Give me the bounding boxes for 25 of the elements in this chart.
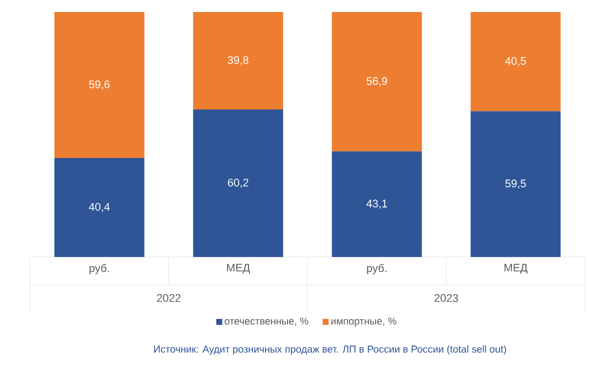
text: Источник: Аудит розничных продаж вет. ЛП в России в России (total sell out) xyxy=(154,345,506,355)
x-tick-label: МЕД xyxy=(227,264,250,274)
data-label: 40,5 xyxy=(505,57,526,66)
bar xyxy=(54,12,144,158)
bar xyxy=(332,151,422,257)
legend-label: отечественные, % xyxy=(224,318,308,326)
text: 2022 xyxy=(157,294,180,302)
bar xyxy=(470,111,561,257)
data-label: 39,8 xyxy=(228,56,248,66)
data-label: 56,9 xyxy=(366,77,388,86)
x-tick-label: руб. xyxy=(90,264,109,274)
bar xyxy=(193,12,284,110)
data-label: 40,4 xyxy=(88,202,110,212)
text: 2023 xyxy=(434,294,458,302)
data-label: 60,2 xyxy=(228,178,248,188)
x-tick-label: руб. xyxy=(367,264,386,274)
bar xyxy=(332,12,422,152)
data-label: 43,1 xyxy=(366,200,388,209)
x-tick-label: МЕД xyxy=(504,264,528,274)
bar xyxy=(470,12,561,112)
data-label: 59,5 xyxy=(505,180,526,189)
data-label: 59,6 xyxy=(89,80,110,90)
bar xyxy=(54,158,144,257)
legend-label: импортные, % xyxy=(331,318,396,327)
bar xyxy=(193,110,284,257)
